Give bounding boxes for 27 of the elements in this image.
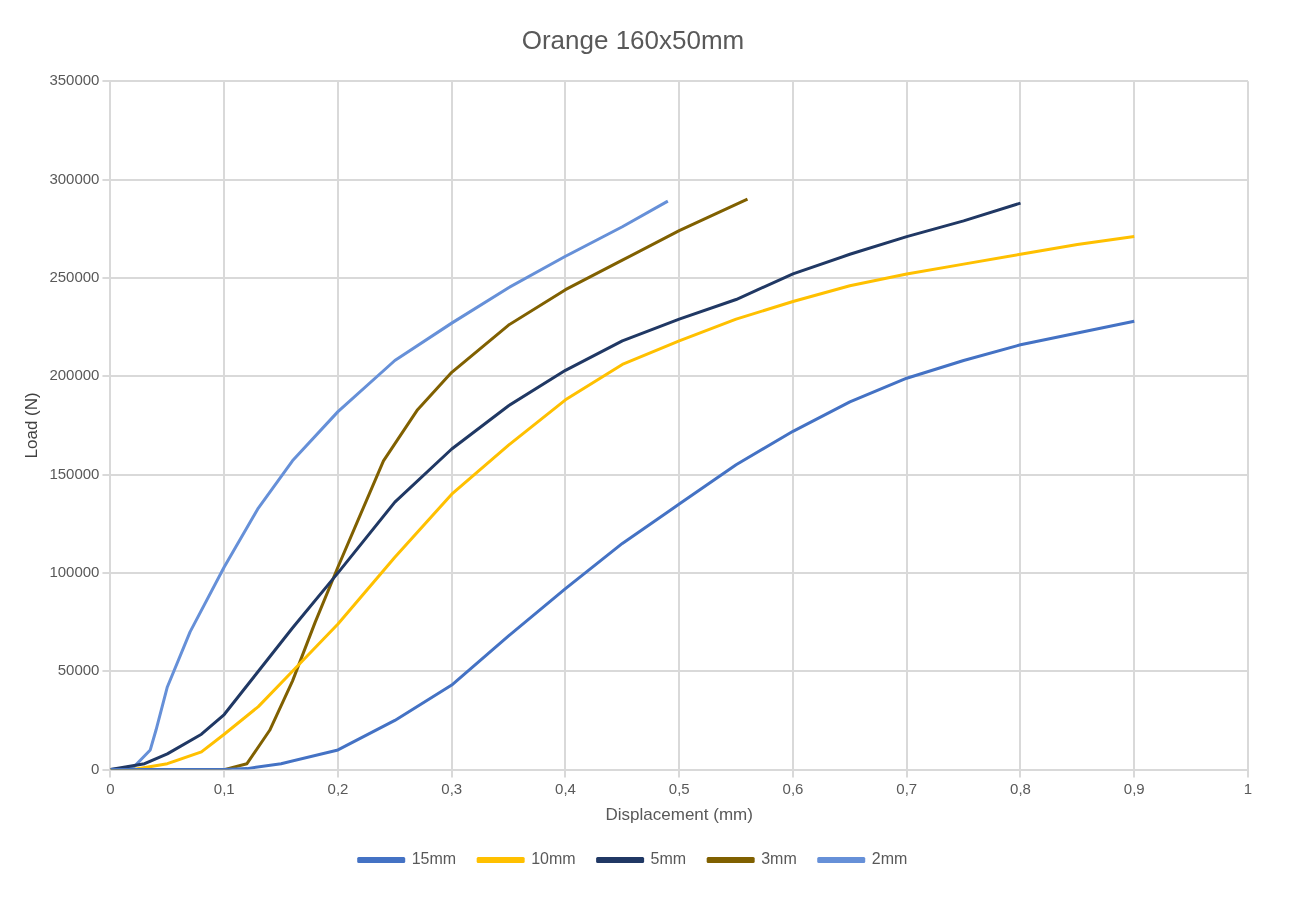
x-tick-label: 0,5: [668, 779, 690, 797]
x-tick-label: 0,2: [327, 779, 349, 797]
x-tick-label: 1: [1243, 779, 1253, 797]
legend-label: 2mm: [871, 850, 908, 868]
legend-label: 15mm: [411, 850, 457, 868]
y-tick-label: 100000: [49, 563, 100, 581]
legend-label: 3mm: [761, 850, 797, 868]
legend-label: 10mm: [531, 850, 576, 868]
x-tick-label: 0,6: [782, 779, 804, 797]
x-tick-label: 0: [106, 779, 115, 797]
y-tick-label: 150000: [49, 464, 100, 482]
y-tick-label: 200000: [49, 366, 100, 384]
y-tick-label: 0: [91, 759, 100, 777]
x-tick-label: 0,9: [1123, 779, 1145, 797]
y-tick-label: 300000: [49, 169, 100, 187]
chart-title: Orange 160x50mm: [521, 24, 745, 55]
x-axis-title: Displacement (mm): [605, 805, 753, 825]
y-tick-label: 50000: [57, 661, 100, 679]
legend-label: 5mm: [650, 850, 687, 868]
x-tick-label: 0,3: [441, 779, 463, 797]
x-tick-label: 0,8: [1010, 779, 1031, 797]
y-tick-label: 350000: [49, 71, 100, 89]
y-axis-title: Load (N): [21, 392, 41, 459]
x-tick-label: 0,7: [896, 779, 918, 797]
x-tick-label: 0,1: [213, 779, 235, 797]
y-tick-label: 250000: [49, 268, 100, 286]
x-tick-label: 0,4: [555, 779, 576, 797]
